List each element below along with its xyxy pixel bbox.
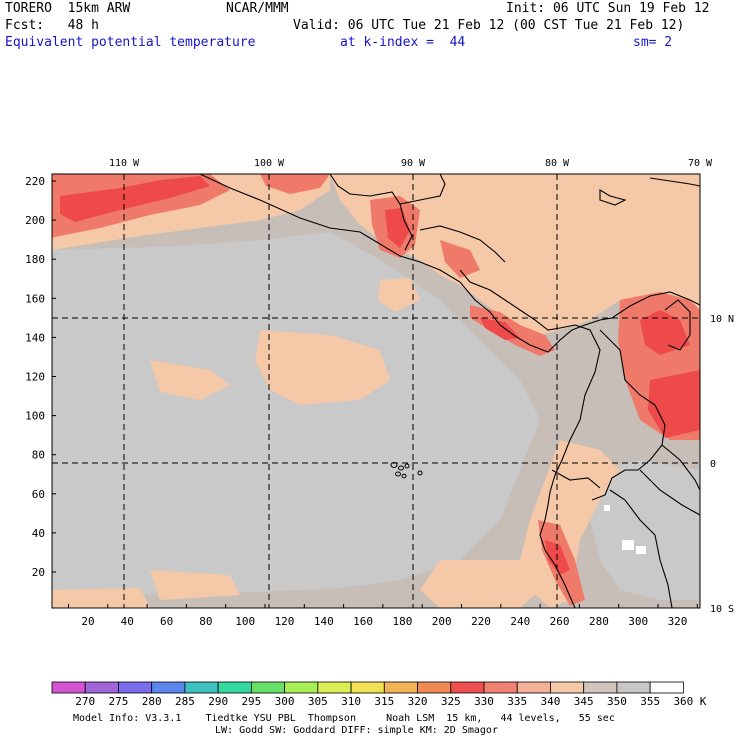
x-tick-label: 180: [392, 615, 412, 628]
x-tick-label: 20: [81, 615, 94, 628]
colorbar-label: 300: [275, 695, 295, 708]
x-tick-label: 140: [314, 615, 334, 628]
colorbar-label: 345: [574, 695, 594, 708]
longitude-labels: 110 W 100 W 90 W 80 W 70 W: [109, 158, 713, 169]
y-tick-label: 180: [25, 253, 45, 266]
colorbar-label: 320: [408, 695, 428, 708]
colorbar-swatch: [583, 681, 618, 694]
y-tick-label: 140: [25, 331, 45, 344]
colorbar-label: 355: [640, 695, 660, 708]
x-tick-label: 200: [432, 615, 452, 628]
lat-label: 10 N: [710, 314, 734, 325]
valid-time: Valid: 06 UTC Tue 21 Feb 12 (00 CST Tue …: [293, 18, 685, 33]
y-tick-label: 80: [32, 449, 45, 462]
x-tick-label: 100: [235, 615, 255, 628]
colorbar-label: 275: [109, 695, 129, 708]
colorbar-labels: 270 275 280 285 290 295 300 305 310 315 320 325 330 3…: [75, 695, 693, 708]
smoothing-label: sm= 2: [633, 35, 673, 50]
mid-theta-regions: [52, 174, 700, 608]
colorbar-swatch: [417, 681, 452, 694]
init-time: Init: 06 UTC Sun 19 Feb 12: [506, 1, 710, 16]
colorbar-label: 350: [607, 695, 627, 708]
y-tick-label: 160: [25, 292, 45, 305]
colorbar-swatch: [350, 681, 385, 694]
x-tick-label: 240: [510, 615, 530, 628]
colorbar-label: 295: [241, 695, 261, 708]
y-tick-label: 100: [25, 410, 45, 423]
x-tick-label: 40: [121, 615, 134, 628]
lat-label: 0: [710, 459, 716, 470]
colorbar-swatch: [616, 681, 651, 694]
graticule: [52, 174, 700, 608]
lon-label: 90 W: [401, 158, 426, 169]
colorbar-swatch: [217, 681, 252, 694]
colorbar-label: 290: [208, 695, 228, 708]
model-title: TORERO 15km ARW: [5, 1, 131, 16]
x-tick-label: 220: [471, 615, 491, 628]
forecast-hour: Fcst: 48 h: [5, 18, 99, 33]
field-name: Equivalent potential temperature: [5, 35, 256, 50]
org-label: NCAR/MMM: [226, 1, 289, 16]
colorbar-label: 280: [142, 695, 162, 708]
colorbar-swatch: [649, 681, 684, 694]
colorbar-label: 360: [673, 695, 693, 708]
y-tick-label: 120: [25, 371, 45, 384]
model-info-line1: Model Info: V3.3.1 Tiedtke YSU PBL Thomp…: [73, 713, 615, 724]
coastlines: [199, 173, 701, 609]
latitude-labels: 10 N 0 10 S: [710, 314, 734, 615]
colorbar: [51, 681, 684, 694]
colorbar-label: 330: [474, 695, 494, 708]
colorbar-unit: K: [700, 695, 707, 708]
x-tick-labels: 20 40 60 80 100 120 140 160 180 200 220 240 260 280 30…: [81, 615, 687, 628]
x-tick-label: 320: [668, 615, 688, 628]
x-tick-label: 80: [199, 615, 212, 628]
colorbar-label: 270: [75, 695, 95, 708]
y-tick-label: 60: [32, 488, 45, 501]
model-info-line2: LW: Godd SW: Goddard DIFF: simple KM: 2D…: [215, 725, 498, 736]
colorbar-label: 315: [374, 695, 394, 708]
lat-label: 10 S: [710, 604, 734, 615]
x-tick-label: 280: [589, 615, 609, 628]
colorbar-label: 310: [341, 695, 361, 708]
colorbar-swatch: [184, 681, 219, 694]
colorbar-swatch: [450, 681, 485, 694]
x-tick-label: 300: [628, 615, 648, 628]
tick-marks: [52, 180, 698, 608]
colorbar-swatch: [84, 681, 119, 694]
colorbar-swatch: [550, 681, 585, 694]
y-tick-label: 220: [25, 175, 45, 188]
map-border: [51, 173, 701, 609]
colorbar-swatch: [483, 681, 518, 694]
map-frame-group: [51, 173, 701, 609]
colorbar-label: 285: [175, 695, 195, 708]
colorbar-swatch: [51, 681, 86, 694]
colorbar-swatch: [516, 681, 551, 694]
colorbar-label: 325: [441, 695, 461, 708]
colorbar-swatch: [118, 681, 153, 694]
colorbar-label: 335: [507, 695, 527, 708]
white-spots: [604, 505, 646, 554]
x-tick-label: 120: [275, 615, 295, 628]
colorbar-label: 340: [541, 695, 561, 708]
y-tick-label: 40: [32, 527, 45, 540]
colorbar-swatch: [317, 681, 352, 694]
lon-label: 80 W: [545, 158, 570, 169]
y-tick-label: 20: [32, 566, 45, 579]
x-tick-label: 260: [550, 615, 570, 628]
y-tick-label: 200: [25, 214, 45, 227]
x-tick-label: 160: [353, 615, 373, 628]
colorbar-label: 305: [308, 695, 328, 708]
x-tick-label: 60: [160, 615, 173, 628]
y-tick-labels: 220 200 180 160 140 120 100 80 60 40 20: [25, 175, 45, 579]
level-index: at k-index = 44: [340, 35, 466, 50]
colorbar-swatch: [284, 681, 319, 694]
lon-label: 100 W: [254, 158, 285, 169]
lon-label: 110 W: [109, 158, 140, 169]
colorbar-swatch: [383, 681, 418, 694]
colorbar-swatch: [250, 681, 286, 694]
lon-label: 70 W: [688, 158, 713, 169]
colorbar-swatch: [151, 681, 186, 694]
